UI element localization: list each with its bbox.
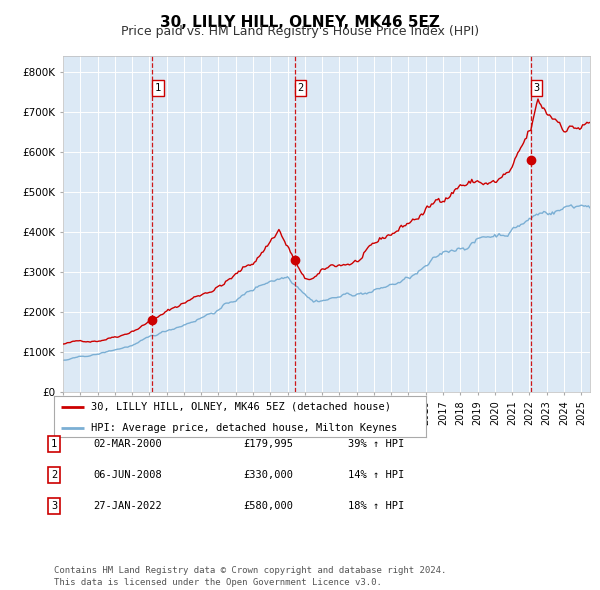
Text: 1: 1 <box>51 440 57 449</box>
Text: 1: 1 <box>155 83 161 93</box>
Text: £330,000: £330,000 <box>243 470 293 480</box>
Text: Price paid vs. HM Land Registry's House Price Index (HPI): Price paid vs. HM Land Registry's House … <box>121 25 479 38</box>
Text: £179,995: £179,995 <box>243 440 293 449</box>
Text: £580,000: £580,000 <box>243 501 293 510</box>
Text: Contains HM Land Registry data © Crown copyright and database right 2024.
This d: Contains HM Land Registry data © Crown c… <box>54 566 446 587</box>
Text: 30, LILLY HILL, OLNEY, MK46 5EZ: 30, LILLY HILL, OLNEY, MK46 5EZ <box>160 15 440 30</box>
Text: 3: 3 <box>533 83 539 93</box>
Text: 27-JAN-2022: 27-JAN-2022 <box>93 501 162 510</box>
Text: 39% ↑ HPI: 39% ↑ HPI <box>348 440 404 449</box>
Text: 18% ↑ HPI: 18% ↑ HPI <box>348 501 404 510</box>
Text: 14% ↑ HPI: 14% ↑ HPI <box>348 470 404 480</box>
Text: 02-MAR-2000: 02-MAR-2000 <box>93 440 162 449</box>
Text: 06-JUN-2008: 06-JUN-2008 <box>93 470 162 480</box>
Text: 2: 2 <box>298 83 304 93</box>
Text: 2: 2 <box>51 470 57 480</box>
Text: 30, LILLY HILL, OLNEY, MK46 5EZ (detached house): 30, LILLY HILL, OLNEY, MK46 5EZ (detache… <box>91 402 391 411</box>
Text: HPI: Average price, detached house, Milton Keynes: HPI: Average price, detached house, Milt… <box>91 423 397 433</box>
Text: 3: 3 <box>51 501 57 510</box>
